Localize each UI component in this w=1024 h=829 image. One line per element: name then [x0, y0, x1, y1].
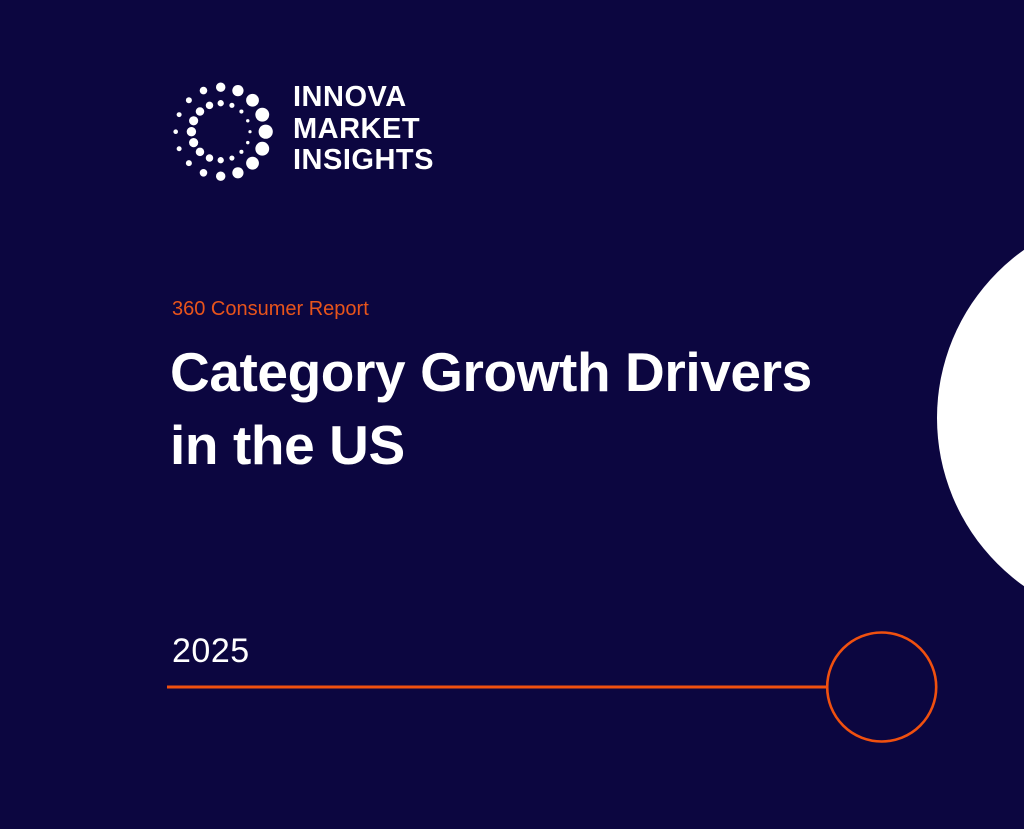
- report-year: 2025: [172, 632, 250, 670]
- dotted-circle-logo-icon: [173, 82, 273, 181]
- logo-word-market: MARKET: [293, 112, 421, 145]
- logo-word-insights: INSIGHTS: [293, 144, 434, 176]
- title-line-1: Category Growth Drivers: [170, 341, 812, 403]
- logo-wordmark: INNOVA MARKET INSIGHTS: [293, 81, 434, 177]
- logo-word-innova: INNOVA: [293, 81, 407, 113]
- white-half-circle-decoration: [937, 249, 1024, 587]
- innova-logo: INNOVA MARKET INSIGHTS: [170, 78, 470, 188]
- timeline-circle-icon: [825, 631, 938, 743]
- title-line-2: in the US: [170, 414, 405, 476]
- report-title: Category Growth Drivers in the US: [170, 336, 812, 482]
- report-subtitle: 360 Consumer Report: [172, 298, 369, 320]
